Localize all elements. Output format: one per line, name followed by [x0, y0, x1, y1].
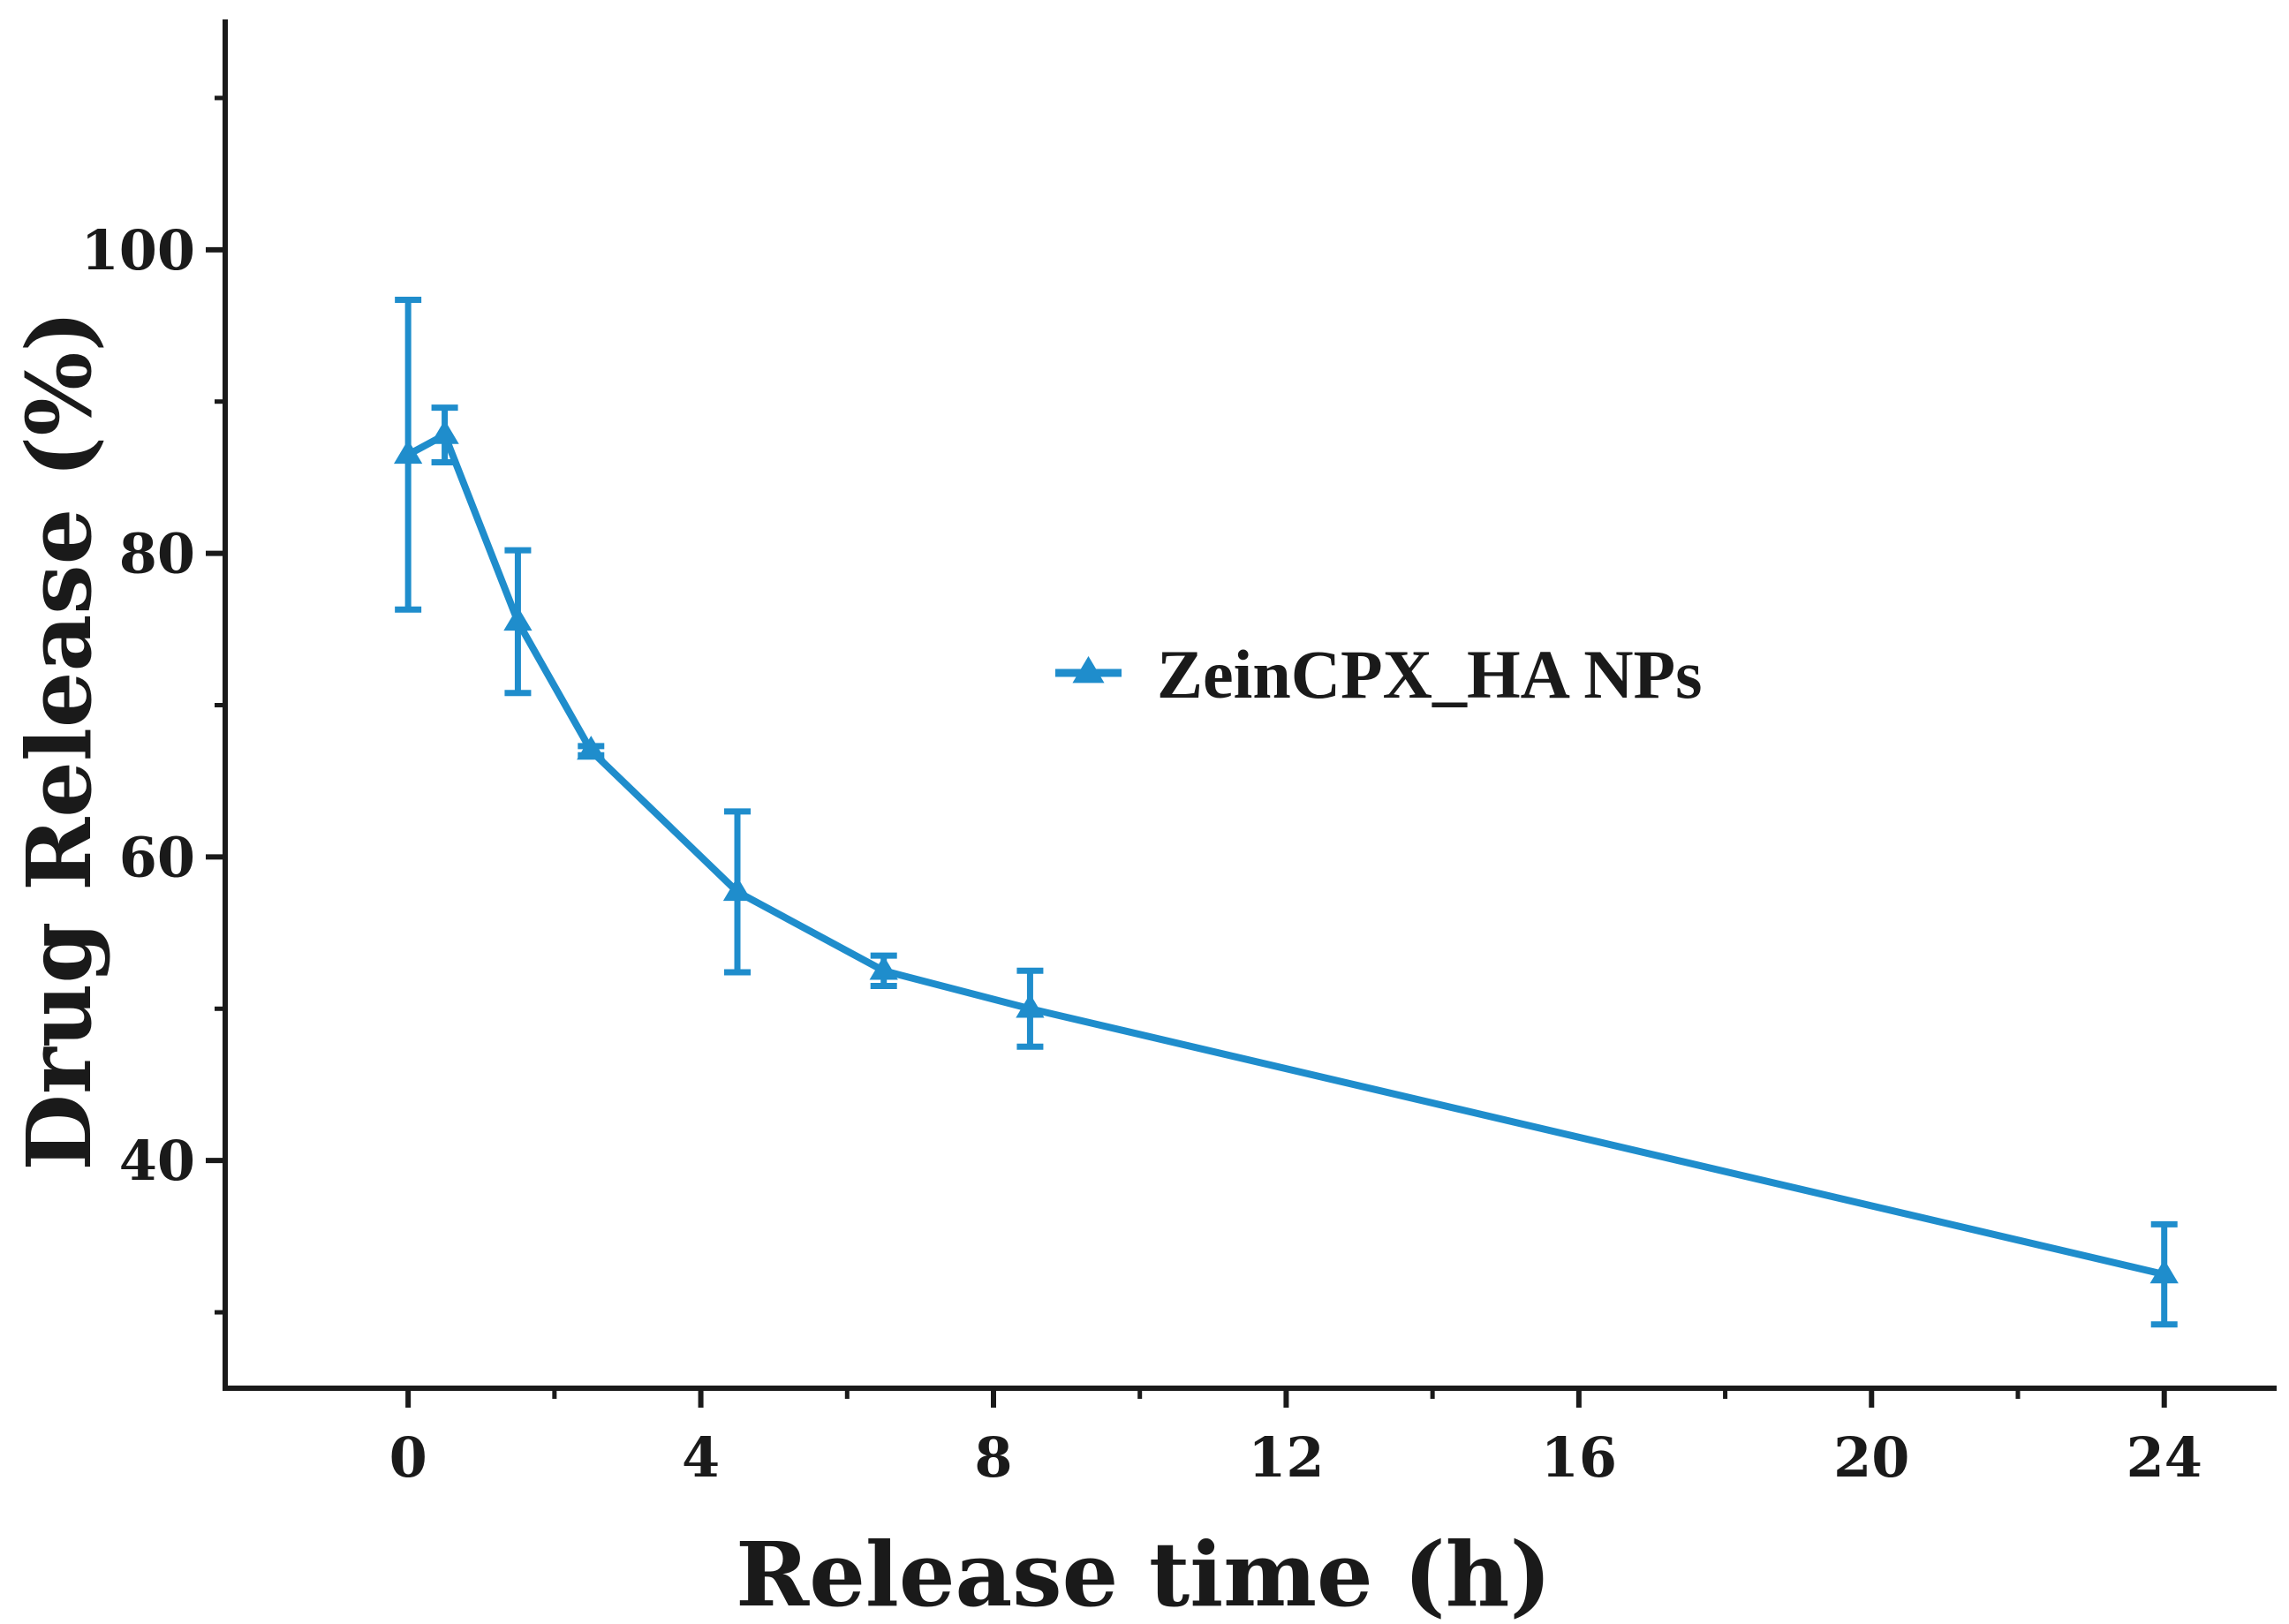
x-tick-label: 0 — [389, 1425, 427, 1490]
y-tick-label: 60 — [119, 825, 195, 889]
x-axis-ticks: 0 4 8 12 16 20 24 — [389, 1388, 2202, 1490]
data-point-triangle — [869, 956, 898, 980]
legend: ZeinCPX_HA NPs — [1055, 636, 1703, 713]
data-point-triangle — [1016, 993, 1045, 1018]
data-point-triangle — [577, 736, 606, 760]
data-point-triangle — [393, 439, 423, 465]
data-point-triangle — [722, 876, 752, 902]
y-axis-title: Drug Release (%) — [7, 310, 111, 1170]
x-axis-title: Release time (h) — [736, 1522, 1552, 1624]
x-tick-label: 12 — [1248, 1425, 1324, 1490]
x-tick-label: 24 — [2127, 1425, 2202, 1490]
legend-label: ZeinCPX_HA NPs — [1157, 636, 1703, 713]
x-tick-label: 8 — [974, 1425, 1012, 1490]
x-tick-label: 20 — [1833, 1425, 1909, 1490]
y-axis-ticks: 40 60 80 100 — [81, 95, 225, 1315]
series-layer — [393, 297, 2179, 1328]
x-tick-label: 4 — [682, 1425, 720, 1490]
series-line — [406, 431, 2165, 1278]
y-tick-label: 40 — [119, 1129, 195, 1193]
y-tick-label: 80 — [119, 522, 195, 586]
legend-triangle-marker — [1072, 656, 1105, 684]
data-point-triangle — [430, 419, 459, 444]
data-point-triangle — [503, 606, 533, 631]
y-tick-label: 100 — [81, 218, 195, 283]
data-point-triangle — [2149, 1259, 2179, 1284]
x-tick-label: 16 — [1541, 1425, 1617, 1490]
